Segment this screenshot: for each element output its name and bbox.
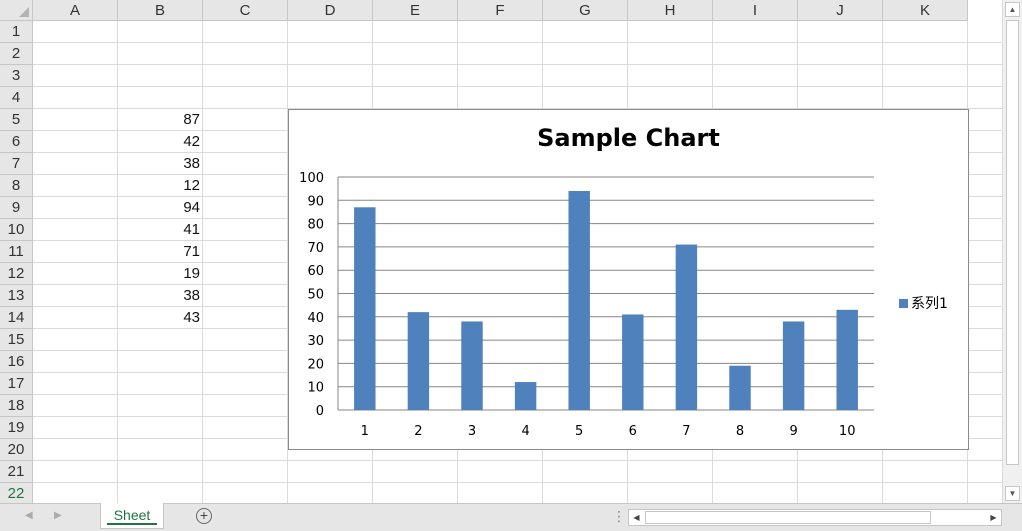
x-tick-label: 8 bbox=[736, 424, 744, 439]
x-tick-label: 2 bbox=[414, 424, 422, 439]
chart-area[interactable]: Sample Chart 0 10 20 30 40 50 60 70 80 90 100 1 2 3 4 5… bbox=[288, 109, 969, 450]
cell-b13[interactable]: 38 bbox=[183, 287, 200, 304]
cell-b7[interactable]: 38 bbox=[183, 155, 200, 172]
select-all-button[interactable] bbox=[0, 0, 33, 21]
bar[interactable] bbox=[729, 365, 751, 410]
row-header-22[interactable]: 22 bbox=[0, 483, 33, 503]
y-tick-label: 10 bbox=[307, 381, 324, 396]
x-tick-label: 3 bbox=[468, 424, 476, 439]
y-tick-label: 90 bbox=[307, 194, 324, 209]
column-header-a[interactable]: A bbox=[33, 0, 118, 21]
y-tick-label: 80 bbox=[307, 218, 324, 233]
scroll-down-icon[interactable]: ▼ bbox=[1005, 486, 1020, 501]
row-header-11[interactable]: 11 bbox=[0, 241, 33, 263]
column-header-b[interactable]: B bbox=[118, 0, 203, 21]
row-header-17[interactable]: 17 bbox=[0, 373, 33, 395]
cell-b14[interactable]: 43 bbox=[183, 309, 200, 326]
column-header-h[interactable]: H bbox=[628, 0, 713, 21]
scroll-up-icon[interactable]: ▲ bbox=[1005, 2, 1020, 17]
bar[interactable] bbox=[675, 244, 698, 410]
column-header-d[interactable]: D bbox=[288, 0, 373, 21]
y-tick-label: 100 bbox=[299, 171, 324, 186]
scroll-right-icon[interactable]: ▶ bbox=[990, 513, 997, 522]
row-header-18[interactable]: 18 bbox=[0, 395, 33, 417]
x-tick-label: 4 bbox=[521, 424, 529, 439]
y-tick-label: 20 bbox=[307, 357, 324, 372]
row-header-5[interactable]: 5 bbox=[0, 109, 33, 131]
legend-swatch bbox=[899, 299, 908, 308]
row-header-19[interactable]: 19 bbox=[0, 417, 33, 439]
prev-sheet-icon[interactable]: ◀ bbox=[25, 510, 33, 521]
row-header-12[interactable]: 12 bbox=[0, 263, 33, 285]
vertical-scrollbar[interactable]: ▲ ▼ bbox=[1002, 0, 1022, 503]
horizontal-scroll-thumb[interactable] bbox=[645, 511, 931, 524]
cell-b5[interactable]: 87 bbox=[183, 111, 200, 128]
cell-b9[interactable]: 94 bbox=[183, 199, 200, 216]
x-tick-label: 6 bbox=[629, 424, 637, 439]
add-sheet-icon[interactable]: + bbox=[196, 508, 212, 524]
column-header-g[interactable]: G bbox=[543, 0, 628, 21]
bar[interactable] bbox=[782, 321, 805, 410]
column-header-j[interactable]: J bbox=[798, 0, 883, 21]
cell-b10[interactable]: 41 bbox=[183, 221, 200, 238]
next-sheet-icon[interactable]: ▶ bbox=[54, 510, 62, 521]
row-header-15[interactable]: 15 bbox=[0, 329, 33, 351]
column-header-e[interactable]: E bbox=[373, 0, 458, 21]
chart-plot[interactable]: 0 10 20 30 40 50 60 70 80 90 100 1 2 3 4 5 6 7 8 9 10 系列1 bbox=[289, 110, 968, 449]
sheet-tab-bar: ◀ ▶ Sheet + ⋮ ◀ ▶ bbox=[0, 503, 1022, 531]
sheet-tab-label: Sheet bbox=[113, 507, 151, 523]
cell-b8[interactable]: 12 bbox=[183, 177, 200, 194]
cell-b12[interactable]: 19 bbox=[183, 265, 200, 282]
column-header-c[interactable]: C bbox=[203, 0, 288, 21]
row-header-10[interactable]: 10 bbox=[0, 219, 33, 241]
bar[interactable] bbox=[836, 309, 858, 410]
y-tick-label: 60 bbox=[307, 264, 324, 279]
legend-entry[interactable]: 系列1 bbox=[911, 296, 948, 312]
row-header-4[interactable]: 4 bbox=[0, 87, 33, 109]
row-header-2[interactable]: 2 bbox=[0, 43, 33, 65]
row-header-20[interactable]: 20 bbox=[0, 439, 33, 461]
horizontal-scrollbar[interactable]: ◀ ▶ bbox=[628, 509, 1002, 526]
row-header-16[interactable]: 16 bbox=[0, 351, 33, 373]
bar[interactable] bbox=[354, 207, 376, 410]
row-header-3[interactable]: 3 bbox=[0, 65, 33, 87]
y-tick-label: 0 bbox=[316, 404, 324, 419]
y-tick-label: 40 bbox=[307, 311, 324, 326]
x-tick-label: 9 bbox=[789, 424, 797, 439]
row-header-14[interactable]: 14 bbox=[0, 307, 33, 329]
row-header-7[interactable]: 7 bbox=[0, 153, 33, 175]
column-header-f[interactable]: F bbox=[458, 0, 543, 21]
chart-title[interactable]: Sample Chart bbox=[537, 124, 720, 152]
cell-b11[interactable]: 71 bbox=[183, 243, 200, 260]
row-header-6[interactable]: 6 bbox=[0, 131, 33, 153]
bar[interactable] bbox=[622, 314, 644, 410]
x-tick-label: 7 bbox=[682, 424, 690, 439]
scroll-left-icon[interactable]: ◀ bbox=[633, 513, 640, 522]
x-tick-label: 5 bbox=[575, 424, 583, 439]
x-tick-label: 1 bbox=[361, 424, 369, 439]
x-tick-label: 10 bbox=[839, 424, 856, 439]
column-header-k[interactable]: K bbox=[883, 0, 968, 21]
sheet-tab[interactable]: Sheet bbox=[100, 503, 164, 529]
y-tick-label: 70 bbox=[307, 241, 324, 256]
cell-b6[interactable]: 42 bbox=[183, 133, 200, 150]
row-header-9[interactable]: 9 bbox=[0, 197, 33, 219]
splitter-handle-icon[interactable]: ⋮ bbox=[612, 508, 626, 524]
vertical-scroll-thumb[interactable] bbox=[1006, 20, 1019, 465]
y-tick-label: 50 bbox=[307, 288, 324, 303]
bar[interactable] bbox=[461, 321, 483, 410]
column-header-i[interactable]: I bbox=[713, 0, 798, 21]
row-header-1[interactable]: 1 bbox=[0, 21, 33, 43]
bar[interactable] bbox=[407, 312, 430, 410]
row-header-13[interactable]: 13 bbox=[0, 285, 33, 307]
bar[interactable] bbox=[514, 382, 537, 410]
bar[interactable] bbox=[568, 190, 590, 410]
y-tick-label: 30 bbox=[307, 334, 324, 349]
row-header-21[interactable]: 21 bbox=[0, 461, 33, 483]
row-header-8[interactable]: 8 bbox=[0, 175, 33, 197]
